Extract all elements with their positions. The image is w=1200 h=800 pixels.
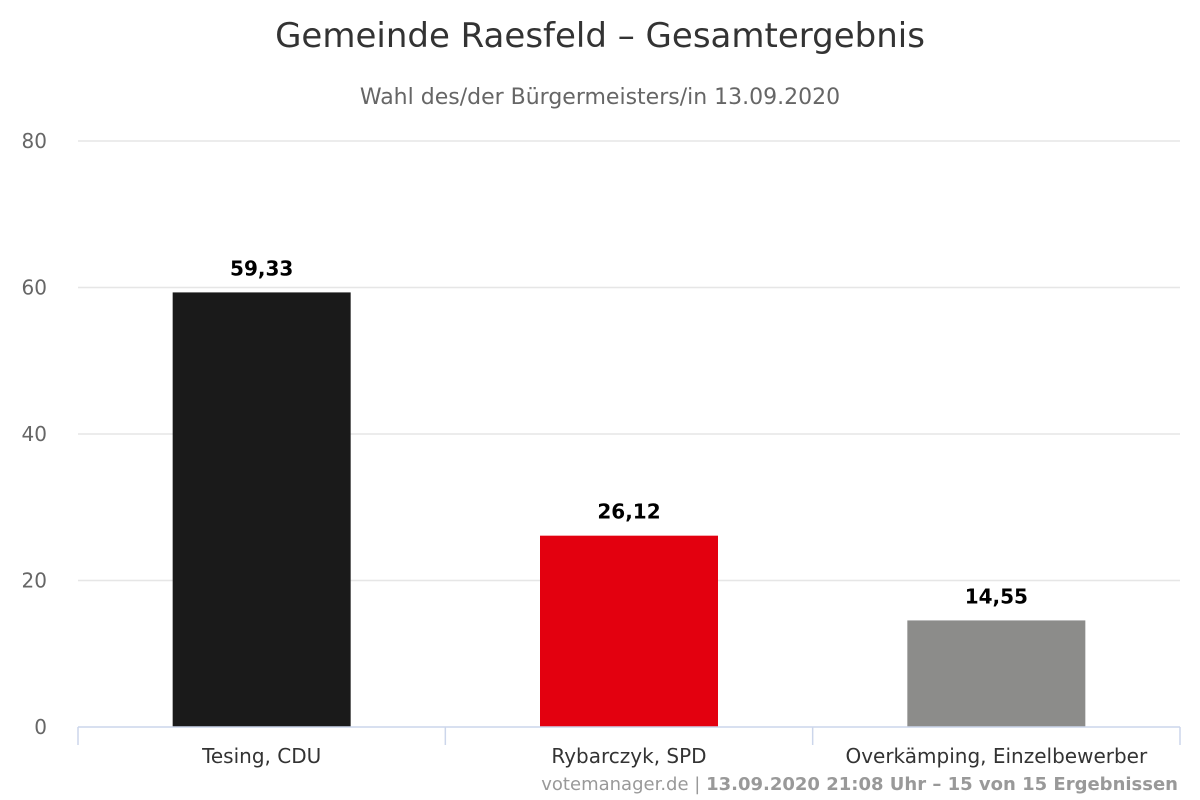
credits-detail: 13.09.2020 21:08 Uhr – 15 von 15 Ergebni… — [706, 774, 1178, 795]
credits[interactable]: votemanager.de | 13.09.2020 21:08 Uhr – … — [541, 774, 1178, 795]
data-label: 59,33 — [230, 256, 293, 280]
x-tick-label: Rybarczyk, SPD — [551, 744, 706, 768]
x-axis: Tesing, CDU Rybarczyk, SPD Overkämping, Ei… — [77, 726, 1181, 768]
bar[interactable] — [540, 535, 718, 727]
chart-subtitle: Wahl des/der Bürgermeisters/in 13.09.202… — [360, 85, 840, 110]
data-label: 26,12 — [597, 500, 660, 524]
bar[interactable] — [172, 292, 351, 727]
data-labels: 59,33 26,12 14,55 — [230, 256, 1028, 608]
bars — [172, 292, 1086, 727]
x-tick-label: Overkämping, Einzelbewerber — [845, 744, 1148, 768]
y-tick-label: 40 — [22, 422, 47, 446]
bar[interactable] — [907, 620, 1086, 727]
chart-title: Gemeinde Raesfeld – Gesamtergebnis — [275, 16, 925, 56]
credits-separator: | — [689, 774, 707, 795]
x-tick-label: Tesing, CDU — [201, 744, 321, 768]
y-axis: 0 20 40 60 80 — [22, 129, 47, 739]
y-tick-label: 0 — [34, 715, 47, 739]
y-tick-label: 20 — [22, 569, 47, 593]
y-tick-label: 60 — [22, 276, 47, 300]
data-label: 14,55 — [965, 584, 1028, 608]
credits-source[interactable]: votemanager.de — [541, 774, 688, 795]
y-tick-label: 80 — [22, 129, 47, 153]
